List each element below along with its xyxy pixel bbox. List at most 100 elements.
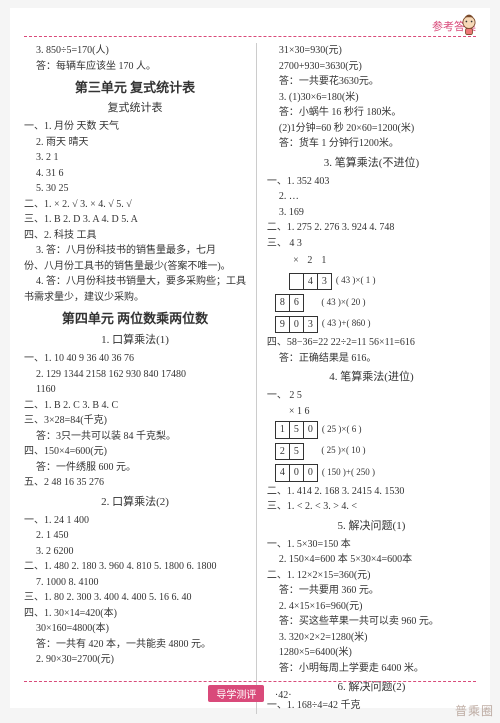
text-line: 答：正确结果是 616。 (267, 351, 476, 367)
text-line: 答：每辆车应该坐 170 人。 (24, 59, 246, 75)
text-line: 三、3×28=84(千克) (24, 413, 246, 429)
left-column: 3. 850÷5=170(人) 答：每辆车应该坐 170 人。 第三单元 复式统… (24, 43, 246, 714)
text-line: 1280×5=6400(米) (267, 645, 476, 661)
right-column: 31×30=930(元) 2700+930=3630(元) 答：一共要花3630… (267, 43, 476, 714)
text-line: 7. 1000 8. 4100 (24, 575, 246, 591)
text-line: 3. 答：八月份科技书的销售量最多，七月 (24, 243, 246, 259)
page: 参考答案 3. 850÷5=170(人) 答：每辆车应该坐 170 人。 第三单… (10, 8, 490, 708)
text-line: (2)1分钟=60 秒 20×60=1200(米) (267, 121, 476, 137)
footer-rule (24, 681, 476, 682)
text-line: 3. (1)30×6=180(米) (267, 90, 476, 106)
text-line: 3. 2 6200 (24, 544, 246, 560)
text-line: 2. … (267, 189, 476, 205)
page-footer: 导学测评 ·42· (10, 681, 490, 702)
text-line: 二、1. B 2. C 3. B 4. C (24, 398, 246, 414)
text-line: 答：3只一共可以装 84 千克梨。 (24, 429, 246, 445)
text-line: 3. 169 (267, 205, 476, 221)
unit3-title: 第三单元 复式统计表 (24, 78, 246, 98)
text-line: 书需求量少，建议少采购。 (24, 290, 246, 306)
text-line: 2700+930=3630(元) (267, 59, 476, 75)
text-line: 四、58−36=22 22÷2=11 56×11=616 (267, 335, 476, 351)
page-header: 参考答案 (24, 18, 476, 37)
column-divider (256, 43, 257, 714)
text-line: 2. 129 1344 2158 162 930 840 17480 (24, 367, 246, 383)
text-line: 4. 答：八月份科技书销量大，要多采购些；工具 (24, 274, 246, 290)
mult-row: 150 ( 25 )×( 6 ) (267, 419, 476, 441)
text-line: 四、2. 科技 工具 (24, 228, 246, 244)
content-columns: 3. 850÷5=170(人) 答：每辆车应该坐 170 人。 第三单元 复式统… (24, 43, 476, 714)
unit4-s1-title: 1. 口算乘法(1) (24, 332, 246, 349)
text-line: 一、1. 10 40 9 36 40 36 76 (24, 351, 246, 367)
mult-annotation: ( 150 )+( 250 ) (318, 466, 375, 480)
text-line: 四、150×4=600(元) (24, 444, 246, 460)
multiplication-grid: 25 (275, 443, 318, 461)
footer-page-number: ·42· (275, 690, 292, 701)
mult-row: 400 ( 150 )+( 250 ) (267, 462, 476, 484)
watermark: 普乘圈 (455, 702, 494, 719)
text-line: 二、1. × 2. √ 3. × 4. √ 5. √ (24, 197, 246, 213)
text-line: 三、1. < 2. < 3. > 4. < (267, 499, 476, 515)
mult-row: ×21 (267, 251, 476, 271)
text-line: 五、2 48 16 35 276 (24, 475, 246, 491)
text-line: 2. 1 450 (24, 528, 246, 544)
text-line: 二、1. 414 2. 168 3. 2415 4. 1530 (267, 484, 476, 500)
mascot-icon (456, 12, 482, 38)
text-line: 三、1. B 2. D 3. A 4. D 5. A (24, 212, 246, 228)
text-line: 2. 90×30=2700(元) (24, 652, 246, 668)
text-line: 答：小蜗牛 16 秒行 180米。 (267, 105, 476, 121)
mult-annotation: ( 43 )+( 860 ) (318, 317, 371, 331)
text-line: 答：买这些苹果一共可以卖 960 元。 (267, 614, 476, 630)
multiplication-grid: 903 (275, 316, 318, 334)
multiplication-grid: 400 (275, 464, 318, 482)
text-line: 2. 4×15×16=960(元) (267, 599, 476, 615)
unit4-s2-title: 2. 口算乘法(2) (24, 494, 246, 511)
text-line: 答：一件绣服 600 元。 (24, 460, 246, 476)
text-line: 份、八月份工具书的销售量最少(答案不唯一)。 (24, 259, 246, 275)
text-line: 二、1. 480 2. 180 3. 960 4. 810 5. 1800 6.… (24, 559, 246, 575)
multiplication-grid: 86 (275, 294, 318, 312)
multiplication-grid: 150 (275, 421, 318, 439)
text-line: 一、1. 352 403 (267, 174, 476, 190)
text-line: 3. 850÷5=170(人) (24, 43, 246, 59)
footer-label: 导学测评 (208, 685, 264, 702)
text-line: 三、 4 3 (267, 236, 476, 252)
mult-row: 903 ( 43 )+( 860 ) (267, 314, 476, 336)
text-line: 四、1. 30×14=420(本) (24, 606, 246, 622)
text-line: 答：一共要用 360 元。 (267, 583, 476, 599)
text-line: 二、1. 275 2. 276 3. 924 4. 748 (267, 220, 476, 236)
text-line: 1160 (24, 382, 246, 398)
text-line: 31×30=930(元) (267, 43, 476, 59)
text-line: 30×160=4800(本) (24, 621, 246, 637)
mult-row: 25 ( 25 )×( 10 ) (267, 441, 476, 463)
text-line: 答：货车 1 分钟行1200米。 (267, 136, 476, 152)
text-line: 一、1. 24 1 400 (24, 513, 246, 529)
multiplication-grid: 43 (289, 273, 332, 291)
mult-annotation: ( 25 )×( 6 ) (318, 423, 362, 437)
s5-title: 5. 解决问题(1) (267, 518, 476, 535)
text-line: 5. 30 25 (24, 181, 246, 197)
text-line: 3. 320×2×2=1280(米) (267, 630, 476, 646)
s4-title: 4. 笔算乘法(进位) (267, 369, 476, 386)
multiplication-grid: ×21 (289, 253, 331, 269)
text-line: 一、1. 月份 天数 天气 (24, 119, 246, 135)
mult-row: 86 ( 43 )×( 20 ) (267, 292, 476, 314)
mult-row: 43 ( 43 )×( 1 ) (267, 271, 476, 293)
s3-title: 3. 笔算乘法(不进位) (267, 155, 476, 172)
text-line: 3. 2 1 (24, 150, 246, 166)
text-line: 二、1. 12×2×15=360(元) (267, 568, 476, 584)
text-line: 2. 150×4=600 本 5×30×4=600本 (267, 552, 476, 568)
text-line: 一、1. 5×30=150 本 (267, 537, 476, 553)
text-line: 4. 31 6 (24, 166, 246, 182)
unit4-title: 第四单元 两位数乘两位数 (24, 309, 246, 329)
mult-annotation: ( 43 )×( 1 ) (332, 274, 376, 288)
text-line: 一、 2 5 (267, 388, 476, 404)
text-line: 答：小明每周上学要走 6400 米。 (267, 661, 476, 677)
text-line: 2. 雨天 晴天 (24, 135, 246, 151)
text-line: 答：一共要花3630元。 (267, 74, 476, 90)
mult-annotation: ( 25 )×( 10 ) (317, 444, 365, 458)
text-line: 三、1. 80 2. 300 3. 400 4. 400 5. 16 6. 40 (24, 590, 246, 606)
mult-annotation: ( 43 )×( 20 ) (317, 296, 365, 310)
text-line: × 1 6 (267, 404, 476, 420)
text-line: 答：一共有 420 本，一共能卖 4800 元。 (24, 637, 246, 653)
unit3-subtitle: 复式统计表 (24, 100, 246, 117)
